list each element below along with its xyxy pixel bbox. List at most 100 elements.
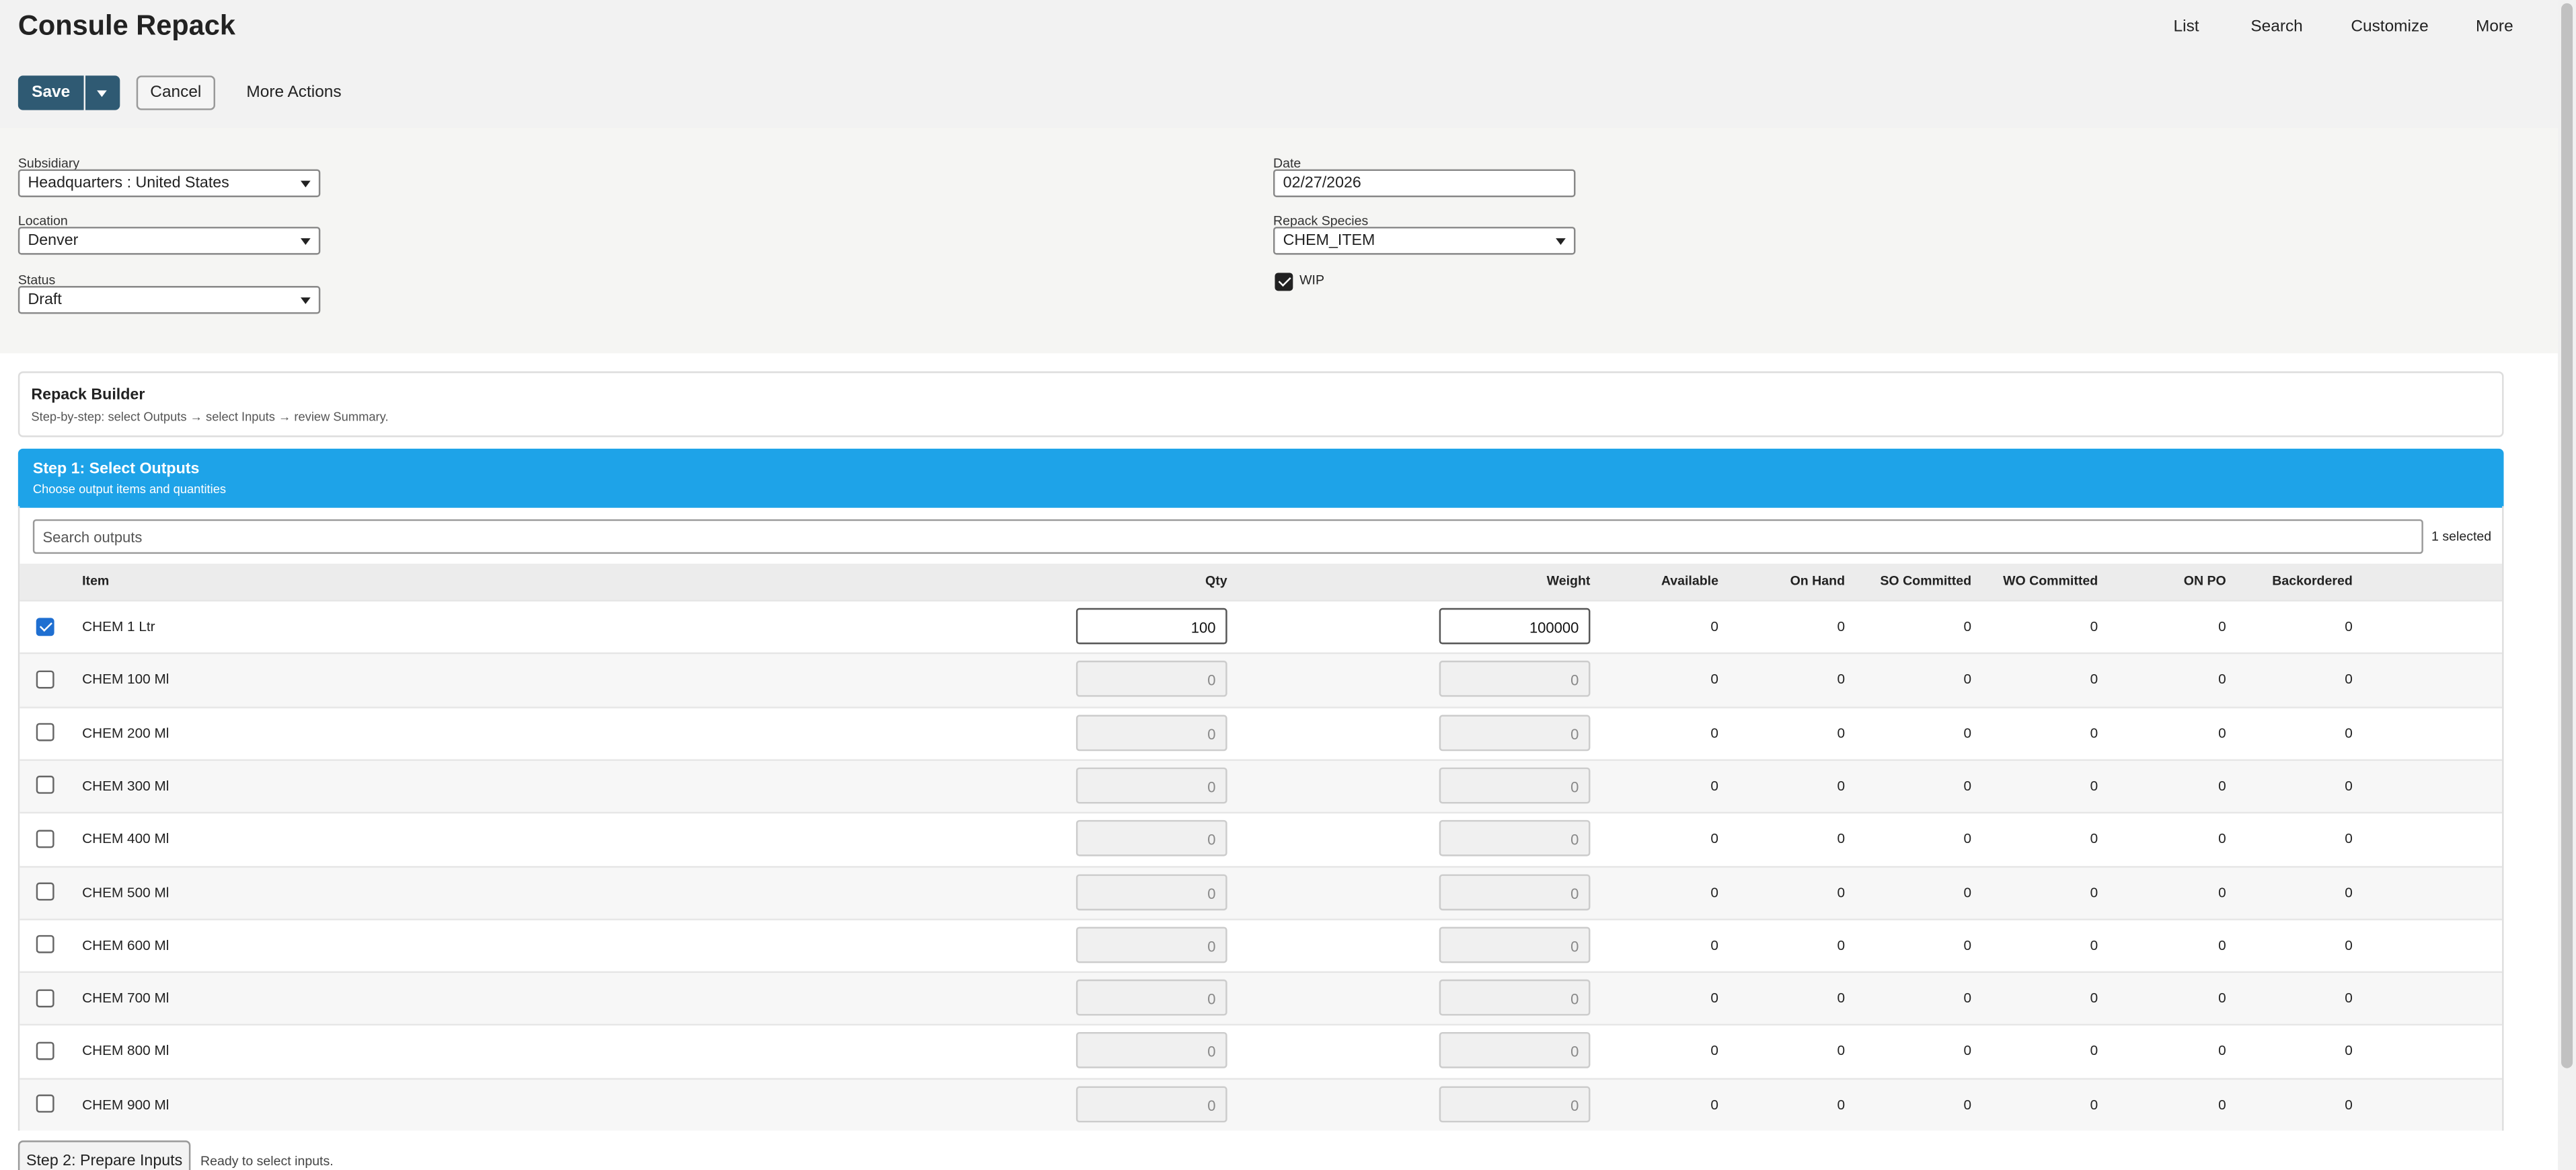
qty-input[interactable]: 100 — [1075, 608, 1227, 645]
field-value: Draft — [28, 290, 62, 309]
cell-value: 0 — [1837, 936, 1846, 953]
column-header: Weight — [1546, 573, 1591, 589]
input-value: 0 — [1207, 938, 1216, 955]
row-checkbox[interactable] — [36, 617, 54, 636]
select-field[interactable]: CHEM_ITEM — [1273, 227, 1576, 256]
column-header: WO Committed — [2003, 573, 2098, 589]
cell-value: 0 — [2090, 830, 2098, 847]
field-label: Subsidiary — [17, 156, 80, 172]
table-row — [20, 1077, 2503, 1131]
cell-value: 0 — [2218, 618, 2226, 634]
cell-value: 0 — [1837, 989, 1846, 1007]
input-value: 0 — [1207, 725, 1216, 743]
qty-input: 0 — [1075, 661, 1227, 698]
table-row — [20, 599, 2503, 653]
item-name: CHEM 300 Ml — [82, 777, 169, 794]
column-header: Available — [1661, 573, 1718, 589]
row-checkbox[interactable] — [36, 1095, 54, 1113]
cell-value: 0 — [2345, 724, 2353, 741]
weight-input[interactable]: 100000 — [1439, 608, 1591, 645]
cell-value: 0 — [2345, 883, 2353, 900]
cell-value: 0 — [2090, 989, 2098, 1007]
cell-value: 0 — [2090, 936, 2098, 953]
field-label: Location — [17, 214, 68, 229]
nav-link[interactable]: List — [2173, 17, 2199, 36]
cell-value: 0 — [1837, 671, 1846, 688]
cell-value: 0 — [2345, 671, 2353, 688]
table-header-bg — [20, 563, 2503, 600]
cell-value: 0 — [2345, 830, 2353, 847]
nav-link[interactable]: Customize — [2351, 17, 2429, 36]
cell-value: 0 — [1963, 989, 1972, 1007]
input-value: 0 — [1570, 672, 1579, 690]
item-name: CHEM 200 Ml — [82, 724, 169, 741]
text-field[interactable]: 02/27/2026 — [1273, 169, 1576, 198]
qty-input: 0 — [1075, 980, 1227, 1016]
save-menu-button[interactable] — [85, 75, 120, 110]
weight-input: 0 — [1439, 820, 1591, 857]
cell-value: 0 — [2218, 1042, 2226, 1059]
nav-link[interactable]: Search — [2250, 17, 2303, 36]
cancel-button[interactable]: Cancel — [136, 75, 215, 110]
item-name: CHEM 900 Ml — [82, 1095, 169, 1112]
cell-value: 0 — [2345, 1095, 2353, 1112]
step2-button[interactable]: Step 2: Prepare Inputs — [17, 1140, 191, 1170]
nav-link[interactable]: More — [2475, 17, 2513, 36]
field-label: Repack Species — [1273, 214, 1369, 229]
cell-value: 0 — [2090, 883, 2098, 900]
cell-value: 0 — [1963, 883, 1972, 900]
dropdown-icon — [300, 238, 311, 246]
cell-value: 0 — [2090, 1095, 2098, 1112]
cell-value: 0 — [2090, 777, 2098, 794]
save-button[interactable]: Save — [17, 75, 84, 110]
row-checkbox[interactable] — [36, 829, 54, 848]
row-checkbox[interactable] — [36, 935, 54, 954]
item-name: CHEM 800 Ml — [82, 1042, 169, 1059]
cell-value: 0 — [2345, 1042, 2353, 1059]
row-checkbox[interactable] — [36, 776, 54, 795]
input-value: 100 — [1190, 619, 1216, 636]
cell-value: 0 — [1837, 830, 1846, 847]
cell-value: 0 — [1837, 777, 1846, 794]
column-header: Qty — [1205, 573, 1227, 589]
wip-checkbox[interactable] — [1275, 272, 1293, 291]
cell-value: 0 — [1837, 1042, 1846, 1059]
cell-value: 0 — [2345, 618, 2353, 634]
field-value: 02/27/2026 — [1283, 174, 1361, 192]
row-checkbox[interactable] — [36, 723, 54, 741]
search-placeholder: Search outputs — [42, 529, 143, 546]
cell-value: 0 — [1710, 671, 1718, 688]
row-checkbox[interactable] — [36, 988, 54, 1007]
qty-input: 0 — [1075, 714, 1227, 751]
select-field[interactable]: Draft — [17, 285, 321, 314]
dropdown-icon — [1556, 238, 1566, 246]
scrollbar-thumb[interactable] — [2561, 3, 2573, 1068]
cell-value: 0 — [2218, 936, 2226, 953]
cell-value: 0 — [2218, 1095, 2226, 1112]
more-actions[interactable]: More Actions — [246, 83, 342, 102]
input-value: 0 — [1207, 778, 1216, 795]
select-field[interactable]: Headquarters : United States — [17, 169, 321, 198]
cell-value: 0 — [1837, 1095, 1846, 1112]
item-name: CHEM 400 Ml — [82, 830, 169, 847]
cell-value: 0 — [2218, 777, 2226, 794]
cell-value: 0 — [1837, 618, 1846, 634]
cell-value: 0 — [1963, 936, 1972, 953]
select-field[interactable]: Denver — [17, 227, 321, 256]
weight-input: 0 — [1439, 1032, 1591, 1069]
cell-value: 0 — [2218, 883, 2226, 900]
row-checkbox[interactable] — [36, 882, 54, 901]
cell-value: 0 — [2345, 989, 2353, 1007]
row-checkbox[interactable] — [36, 670, 54, 688]
cell-value: 0 — [1710, 724, 1718, 741]
cell-value: 0 — [2090, 1042, 2098, 1059]
field-label: Date — [1273, 156, 1301, 172]
column-header: ON PO — [2183, 573, 2226, 589]
cell-value: 0 — [1710, 936, 1718, 953]
column-header: SO Committed — [1880, 573, 1972, 589]
row-checkbox[interactable] — [36, 1041, 54, 1060]
weight-input: 0 — [1439, 980, 1591, 1016]
column-header: Item — [82, 573, 110, 589]
search-input[interactable]: Search outputs — [32, 519, 2423, 554]
